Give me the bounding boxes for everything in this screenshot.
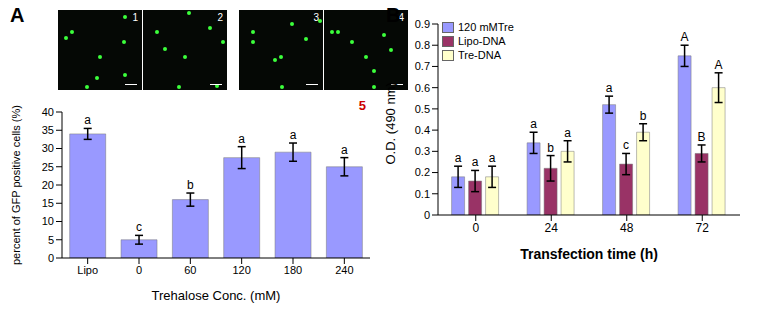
svg-text:c: c	[623, 138, 629, 152]
svg-text:25: 25	[42, 161, 54, 173]
svg-text:48: 48	[620, 221, 634, 235]
html-text:Lipo-DNA: Lipo-DNA	[458, 35, 506, 47]
svg-text:0.3: 0.3	[415, 145, 430, 157]
svg-text:0.2: 0.2	[415, 166, 430, 178]
svg-text:percent of GFP positive cells: percent of GFP positive cells (%)	[10, 105, 22, 265]
svg-text:180: 180	[284, 264, 302, 276]
html-text:4: 4	[398, 12, 404, 23]
svg-text:a: a	[84, 113, 91, 127]
html-text:120 mMTre: 120 mMTre	[458, 21, 514, 33]
html-text:1: 1	[132, 12, 138, 23]
svg-text:b: b	[640, 109, 647, 123]
svg-text:15: 15	[42, 197, 54, 209]
svg-text:120: 120	[232, 264, 250, 276]
html-text:2: 2	[217, 12, 223, 23]
svg-text:0.5: 0.5	[415, 103, 430, 115]
svg-text:20: 20	[42, 179, 54, 191]
svg-text:a: a	[455, 151, 462, 165]
svg-text:0: 0	[472, 221, 479, 235]
svg-text:c: c	[136, 220, 142, 234]
svg-text:10: 10	[42, 215, 54, 227]
svg-text:60: 60	[184, 264, 196, 276]
svg-text:30: 30	[42, 142, 54, 154]
svg-text:0: 0	[136, 264, 142, 276]
svg-text:24: 24	[545, 221, 559, 235]
svg-text:a: a	[238, 132, 245, 146]
svg-text:72: 72	[696, 221, 710, 235]
svg-text:a: a	[606, 81, 613, 95]
svg-text:a: a	[564, 126, 571, 140]
html-text:A: A	[10, 4, 25, 26]
svg-text:a: a	[290, 128, 297, 142]
svg-text:A: A	[681, 30, 689, 44]
svg-text:Lipo: Lipo	[77, 264, 98, 276]
svg-text:0.9: 0.9	[415, 18, 430, 30]
svg-text:A: A	[715, 58, 723, 72]
svg-text:40: 40	[42, 106, 54, 118]
html-text:B: B	[386, 4, 401, 26]
svg-text:0: 0	[48, 252, 54, 264]
svg-text:0.1: 0.1	[415, 188, 430, 200]
svg-text:b: b	[187, 178, 194, 192]
svg-text:0.8: 0.8	[415, 39, 430, 51]
svg-text:0.7: 0.7	[415, 60, 430, 72]
html-text:Tre-DNA: Tre-DNA	[458, 49, 501, 61]
svg-text:Transfection time (h): Transfection time (h)	[520, 246, 658, 262]
svg-text:b: b	[547, 141, 554, 155]
html-text:3: 3	[313, 12, 319, 23]
svg-text:0: 0	[424, 209, 430, 221]
svg-text:35: 35	[42, 124, 54, 136]
svg-text:Trehalose Conc. (mM): Trehalose Conc. (mM)	[152, 288, 281, 303]
svg-text:0.4: 0.4	[415, 124, 430, 136]
svg-text:240: 240	[335, 264, 353, 276]
svg-text:O.D. (490 nm): O.D. (490 nm)	[383, 82, 398, 164]
html-text:5: 5	[358, 98, 366, 113]
svg-text:a: a	[472, 155, 479, 169]
svg-text:0.6: 0.6	[415, 82, 430, 94]
svg-text:B: B	[698, 130, 706, 144]
svg-text:5: 5	[48, 234, 54, 246]
svg-text:a: a	[489, 151, 496, 165]
svg-text:a: a	[341, 143, 348, 157]
svg-text:a: a	[530, 117, 537, 131]
